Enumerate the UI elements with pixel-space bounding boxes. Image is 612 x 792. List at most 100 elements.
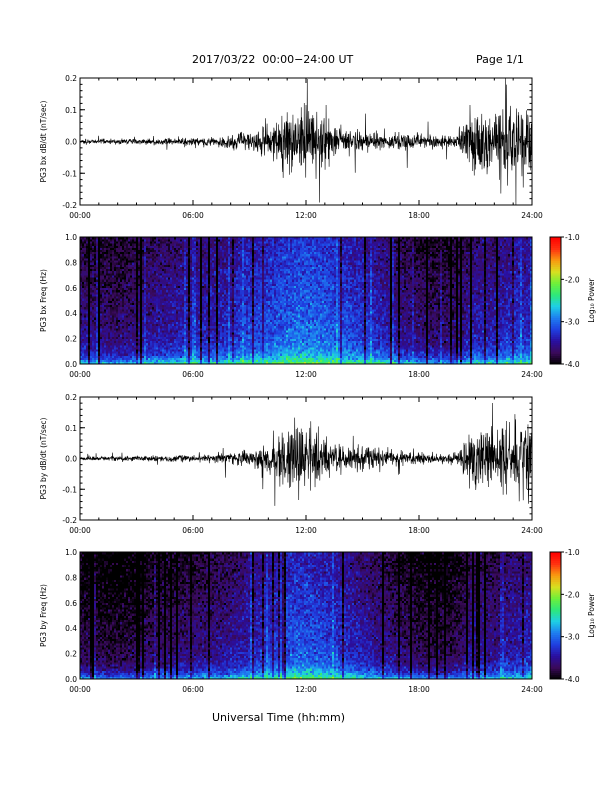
spectrogram-cell — [190, 315, 192, 317]
spectrogram-cell — [228, 351, 230, 353]
spectrogram-cell — [158, 353, 160, 355]
spectrogram-cell — [184, 288, 186, 290]
spectrogram-cell — [208, 239, 210, 241]
spectrogram-cell — [236, 284, 238, 286]
spectrogram-cell — [176, 307, 178, 309]
spectrogram-cell — [166, 260, 168, 262]
spectrogram-cell — [140, 353, 142, 355]
spectrogram-cell — [124, 271, 126, 273]
spectrogram-cell — [230, 358, 232, 360]
spectrogram-cell — [112, 258, 114, 260]
spectrogram-cell — [226, 243, 228, 245]
spectrogram-cell — [138, 250, 140, 252]
spectrogram-cell — [234, 267, 236, 269]
spectrogram-cell — [212, 311, 214, 313]
spectrogram-cell — [192, 345, 194, 347]
spectrogram-cell — [232, 326, 234, 328]
spectrogram-cell — [88, 358, 90, 360]
spectrogram-cell — [122, 245, 124, 247]
spectrogram-cell — [112, 305, 114, 307]
spectrogram-cell — [192, 328, 194, 330]
spectrogram-cell — [130, 349, 132, 351]
spectrogram-cell — [130, 258, 132, 260]
spectrogram-cell — [220, 313, 222, 315]
spectrogram-cell — [168, 286, 170, 288]
spectrogram-cell — [196, 339, 198, 341]
spectrogram-cell — [188, 288, 190, 290]
spectrogram-cell — [234, 349, 236, 351]
spectrogram-cell — [196, 245, 198, 247]
spectrogram-cell — [232, 281, 234, 283]
spectrogram-cell — [124, 349, 126, 351]
spectrogram-cell — [178, 243, 180, 245]
spectrogram-cell — [162, 284, 164, 286]
spectrogram-cell — [206, 320, 208, 322]
spectrogram-cell — [156, 248, 158, 250]
spectrogram-cell — [198, 356, 200, 358]
spectrogram-cell — [134, 336, 136, 338]
spectrogram-cell — [120, 311, 122, 313]
spectrogram-cell — [172, 245, 174, 247]
spectrogram-cell — [192, 260, 194, 262]
spectrogram-cell — [228, 262, 230, 264]
spectrogram-cell — [84, 269, 86, 271]
spectrogram-cell — [192, 351, 194, 353]
spectrogram-cell — [220, 301, 222, 303]
spectrogram-cell — [86, 328, 88, 330]
spectrogram-cell — [212, 313, 214, 315]
spectrogram-cell — [178, 347, 180, 349]
spectrogram-cell — [114, 288, 116, 290]
spectrogram-cell — [130, 303, 132, 305]
spectrogram-cell — [172, 250, 174, 252]
spectrogram-cell — [98, 258, 100, 260]
x-tick-label: 24:00 — [521, 211, 543, 220]
spectrogram-cell — [230, 309, 232, 311]
spectrogram-cell — [170, 330, 172, 332]
spectrogram-cell — [158, 298, 160, 300]
spectrogram-cell — [228, 286, 230, 288]
spectrogram-cell — [226, 252, 228, 254]
spectrogram-cell — [198, 307, 200, 309]
spectrogram-cell — [162, 275, 164, 277]
spectrogram-cell — [214, 279, 216, 281]
spectrogram-cell — [104, 339, 106, 341]
spectrogram-cell — [124, 258, 126, 260]
spectrogram-cell — [162, 347, 164, 349]
spectrogram-cell — [184, 239, 186, 241]
spectrogram-cell — [146, 343, 148, 345]
spectrogram-cell — [120, 303, 122, 305]
spectrogram-cell — [226, 267, 228, 269]
spectrogram-cell — [176, 281, 178, 283]
spectrogram-cell — [132, 328, 134, 330]
spectrogram-cell — [92, 269, 94, 271]
spectrogram-cell — [110, 334, 112, 336]
spectrogram-cell — [116, 258, 118, 260]
spectrogram-cell — [204, 256, 206, 258]
spectrogram-cell — [98, 347, 100, 349]
spectrogram-cell — [186, 284, 188, 286]
spectrogram-cell — [192, 267, 194, 269]
spectrogram-cell — [150, 298, 152, 300]
spectrogram-cell — [156, 301, 158, 303]
spectrogram-cell — [158, 256, 160, 258]
spectrogram-cell — [172, 345, 174, 347]
spectrogram-cell — [140, 322, 142, 324]
spectrogram-cell — [164, 269, 166, 271]
spectrogram-cell — [230, 301, 232, 303]
spectrogram-cell — [142, 252, 144, 254]
spectrogram-cell — [106, 332, 108, 334]
spectrogram-cell — [138, 271, 140, 273]
spectrogram-cell — [92, 284, 94, 286]
spectrogram-cell — [194, 311, 196, 313]
spectrogram-cell — [84, 296, 86, 298]
spectrogram-cell — [150, 271, 152, 273]
spectrogram-cell — [126, 307, 128, 309]
spectrogram-cell — [188, 311, 190, 313]
spectrogram-cell — [84, 341, 86, 343]
spectrogram-cell — [124, 239, 126, 241]
spectrogram-cell — [156, 313, 158, 315]
spectrogram-cell — [202, 320, 204, 322]
spectrogram-cell — [202, 328, 204, 330]
spectrogram-cell — [174, 265, 176, 267]
spectrogram-cell — [118, 313, 120, 315]
